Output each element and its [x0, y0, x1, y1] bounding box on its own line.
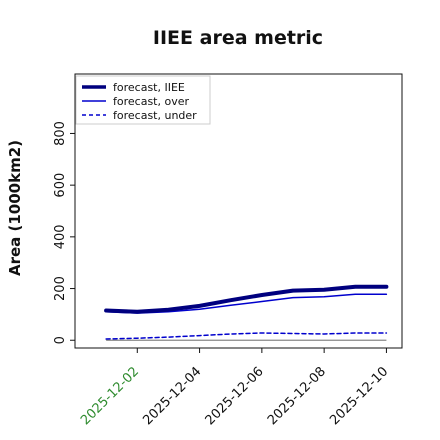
y-tick-label: 200: [53, 276, 68, 301]
x-tick-label: 2025-12-02: [78, 364, 142, 428]
chart-title: IIEE area metric: [153, 27, 323, 49]
plot-area: [104, 284, 389, 341]
axes: 02004006008002025-12-022025-12-042025-12…: [53, 73, 403, 428]
y-tick-label: 600: [53, 173, 68, 198]
y-tick-label: 800: [53, 121, 68, 146]
x-tick-label: 2025-12-06: [203, 364, 267, 428]
series-line-forecast-under: [105, 332, 388, 340]
y-axis-label: Area (1000km2): [6, 140, 24, 276]
x-tick-label: 2025-12-10: [327, 364, 391, 428]
legend-box: [75, 75, 211, 125]
legend-label-forecast-iiee: forecast, IIEE: [113, 81, 185, 94]
y-tick-label: 400: [53, 224, 68, 249]
series-line-forecast-iiee: [104, 284, 389, 314]
y-tick-label: 0: [53, 336, 68, 344]
x-tick-label: 2025-12-08: [265, 364, 329, 428]
x-tick-label: 2025-12-04: [140, 364, 204, 428]
legend-label-forecast-under: forecast, under: [113, 109, 197, 122]
plot-frame: [74, 73, 403, 349]
legend-label-forecast-over: forecast, over: [113, 95, 189, 108]
